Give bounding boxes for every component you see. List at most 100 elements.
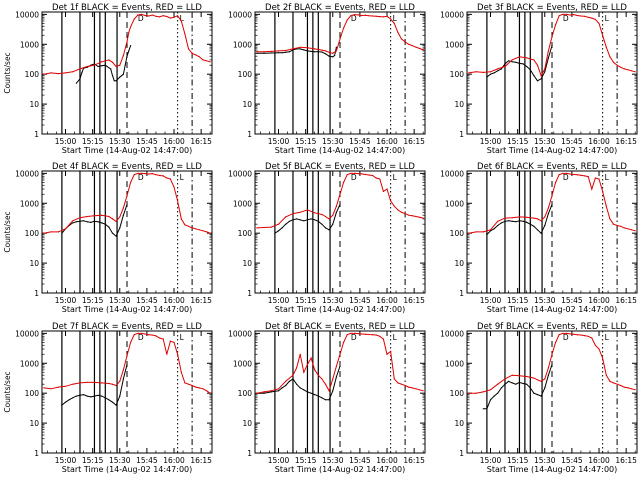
- y-tick-label: 1: [459, 289, 464, 298]
- data-point-events: [288, 220, 290, 222]
- data-point-lld: [598, 22, 600, 24]
- data-point-lld: [343, 181, 345, 183]
- data-point-lld: [299, 211, 301, 213]
- data-point-lld: [612, 382, 615, 384]
- data-point-lld: [634, 71, 636, 73]
- data-point-lld: [631, 229, 633, 231]
- y-tick-label: 1000: [20, 40, 39, 49]
- data-point-lld: [314, 212, 316, 214]
- data-point-events: [79, 78, 81, 80]
- data-point-events: [111, 232, 114, 234]
- data-point-lld: [631, 70, 633, 72]
- data-point-lld: [357, 333, 359, 335]
- data-point-events: [299, 387, 301, 389]
- data-point-lld: [518, 375, 521, 377]
- data-point-lld: [404, 213, 406, 215]
- data-point-lld: [594, 344, 597, 346]
- y-tick-label: 1: [459, 130, 464, 139]
- data-point-lld: [368, 333, 370, 336]
- data-point-lld: [111, 383, 114, 385]
- data-point-events: [126, 364, 128, 366]
- data-point-lld: [292, 374, 294, 376]
- data-point-events: [306, 219, 308, 221]
- data-point-lld: [184, 382, 186, 384]
- data-point-lld: [86, 381, 88, 383]
- data-point-lld: [511, 374, 513, 376]
- annotation-l: L: [393, 173, 398, 182]
- data-point-lld: [187, 48, 190, 50]
- data-point-events: [115, 80, 117, 82]
- data-point-events: [292, 378, 294, 380]
- data-point-lld: [57, 386, 59, 388]
- series-lld: [256, 14, 424, 54]
- data-point-lld: [547, 50, 550, 52]
- y-tick-label: 10000: [440, 329, 464, 338]
- x-axis-label: Start Time (14-Aug-02 14:47:00): [275, 305, 406, 314]
- data-point-events: [93, 63, 95, 65]
- data-point-lld: [93, 215, 95, 217]
- annotation-l: L: [180, 14, 185, 23]
- data-point-lld: [317, 374, 319, 376]
- data-point-lld: [115, 220, 117, 222]
- x-tick-label: 15:45: [136, 137, 158, 146]
- x-tick-label: 16:15: [615, 456, 637, 465]
- data-point-lld: [270, 50, 272, 53]
- data-point-lld: [159, 16, 161, 18]
- data-point-lld: [292, 48, 294, 50]
- data-point-lld: [565, 332, 568, 334]
- data-point-lld: [627, 228, 629, 230]
- panel-title: Det 2f BLACK = Events, RED = LLD: [265, 3, 415, 13]
- data-point-lld: [144, 14, 146, 17]
- data-point-lld: [128, 31, 130, 33]
- data-point-lld: [195, 386, 197, 388]
- data-point-lld: [584, 175, 586, 177]
- x-tick-label: 16:00: [163, 137, 185, 146]
- data-point-events: [533, 75, 535, 77]
- data-point-lld: [50, 72, 52, 74]
- data-point-lld: [343, 27, 345, 29]
- data-point-lld: [343, 341, 345, 343]
- data-point-lld: [468, 72, 470, 74]
- y-tick-label: 1000: [20, 359, 39, 368]
- data-point-events: [93, 220, 95, 222]
- x-tick-label: 16:00: [588, 456, 610, 465]
- data-point-events: [101, 65, 103, 67]
- data-point-lld: [306, 47, 308, 49]
- data-point-lld: [565, 172, 568, 174]
- data-point-events: [515, 61, 517, 63]
- data-point-lld: [137, 172, 139, 174]
- data-point-events: [122, 214, 124, 216]
- y-tick-label: 1000: [233, 199, 252, 208]
- data-point-events: [79, 220, 81, 222]
- data-point-lld: [609, 56, 611, 58]
- data-point-events: [79, 394, 81, 396]
- annotation-l: L: [393, 14, 398, 23]
- data-point-events: [500, 387, 502, 389]
- data-point-events: [522, 220, 524, 222]
- data-point-lld: [155, 174, 157, 176]
- data-point-lld: [616, 383, 618, 385]
- data-point-events: [72, 397, 74, 399]
- x-tick-label: 16:15: [403, 296, 425, 305]
- data-point-events: [522, 382, 524, 385]
- y-tick-label: 1000: [445, 199, 464, 208]
- data-point-lld: [328, 390, 330, 392]
- data-point-lld: [277, 223, 280, 225]
- data-point-lld: [555, 24, 557, 26]
- data-point-lld: [497, 383, 499, 385]
- x-tick-label: 15:00: [268, 296, 290, 305]
- data-point-lld: [558, 174, 560, 176]
- x-tick-label: 15:00: [55, 137, 77, 146]
- y-axis-label: Counts/sec: [3, 52, 12, 93]
- data-point-lld: [612, 61, 615, 63]
- data-point-events: [270, 52, 272, 54]
- data-point-events: [130, 45, 132, 47]
- data-point-events: [299, 48, 301, 50]
- data-point-lld: [137, 332, 139, 334]
- data-point-lld: [119, 380, 121, 382]
- data-point-events: [285, 223, 287, 225]
- data-point-events: [544, 224, 546, 227]
- data-point-lld: [547, 367, 550, 369]
- x-tick-label: 15:30: [534, 456, 556, 465]
- data-point-events: [270, 391, 272, 393]
